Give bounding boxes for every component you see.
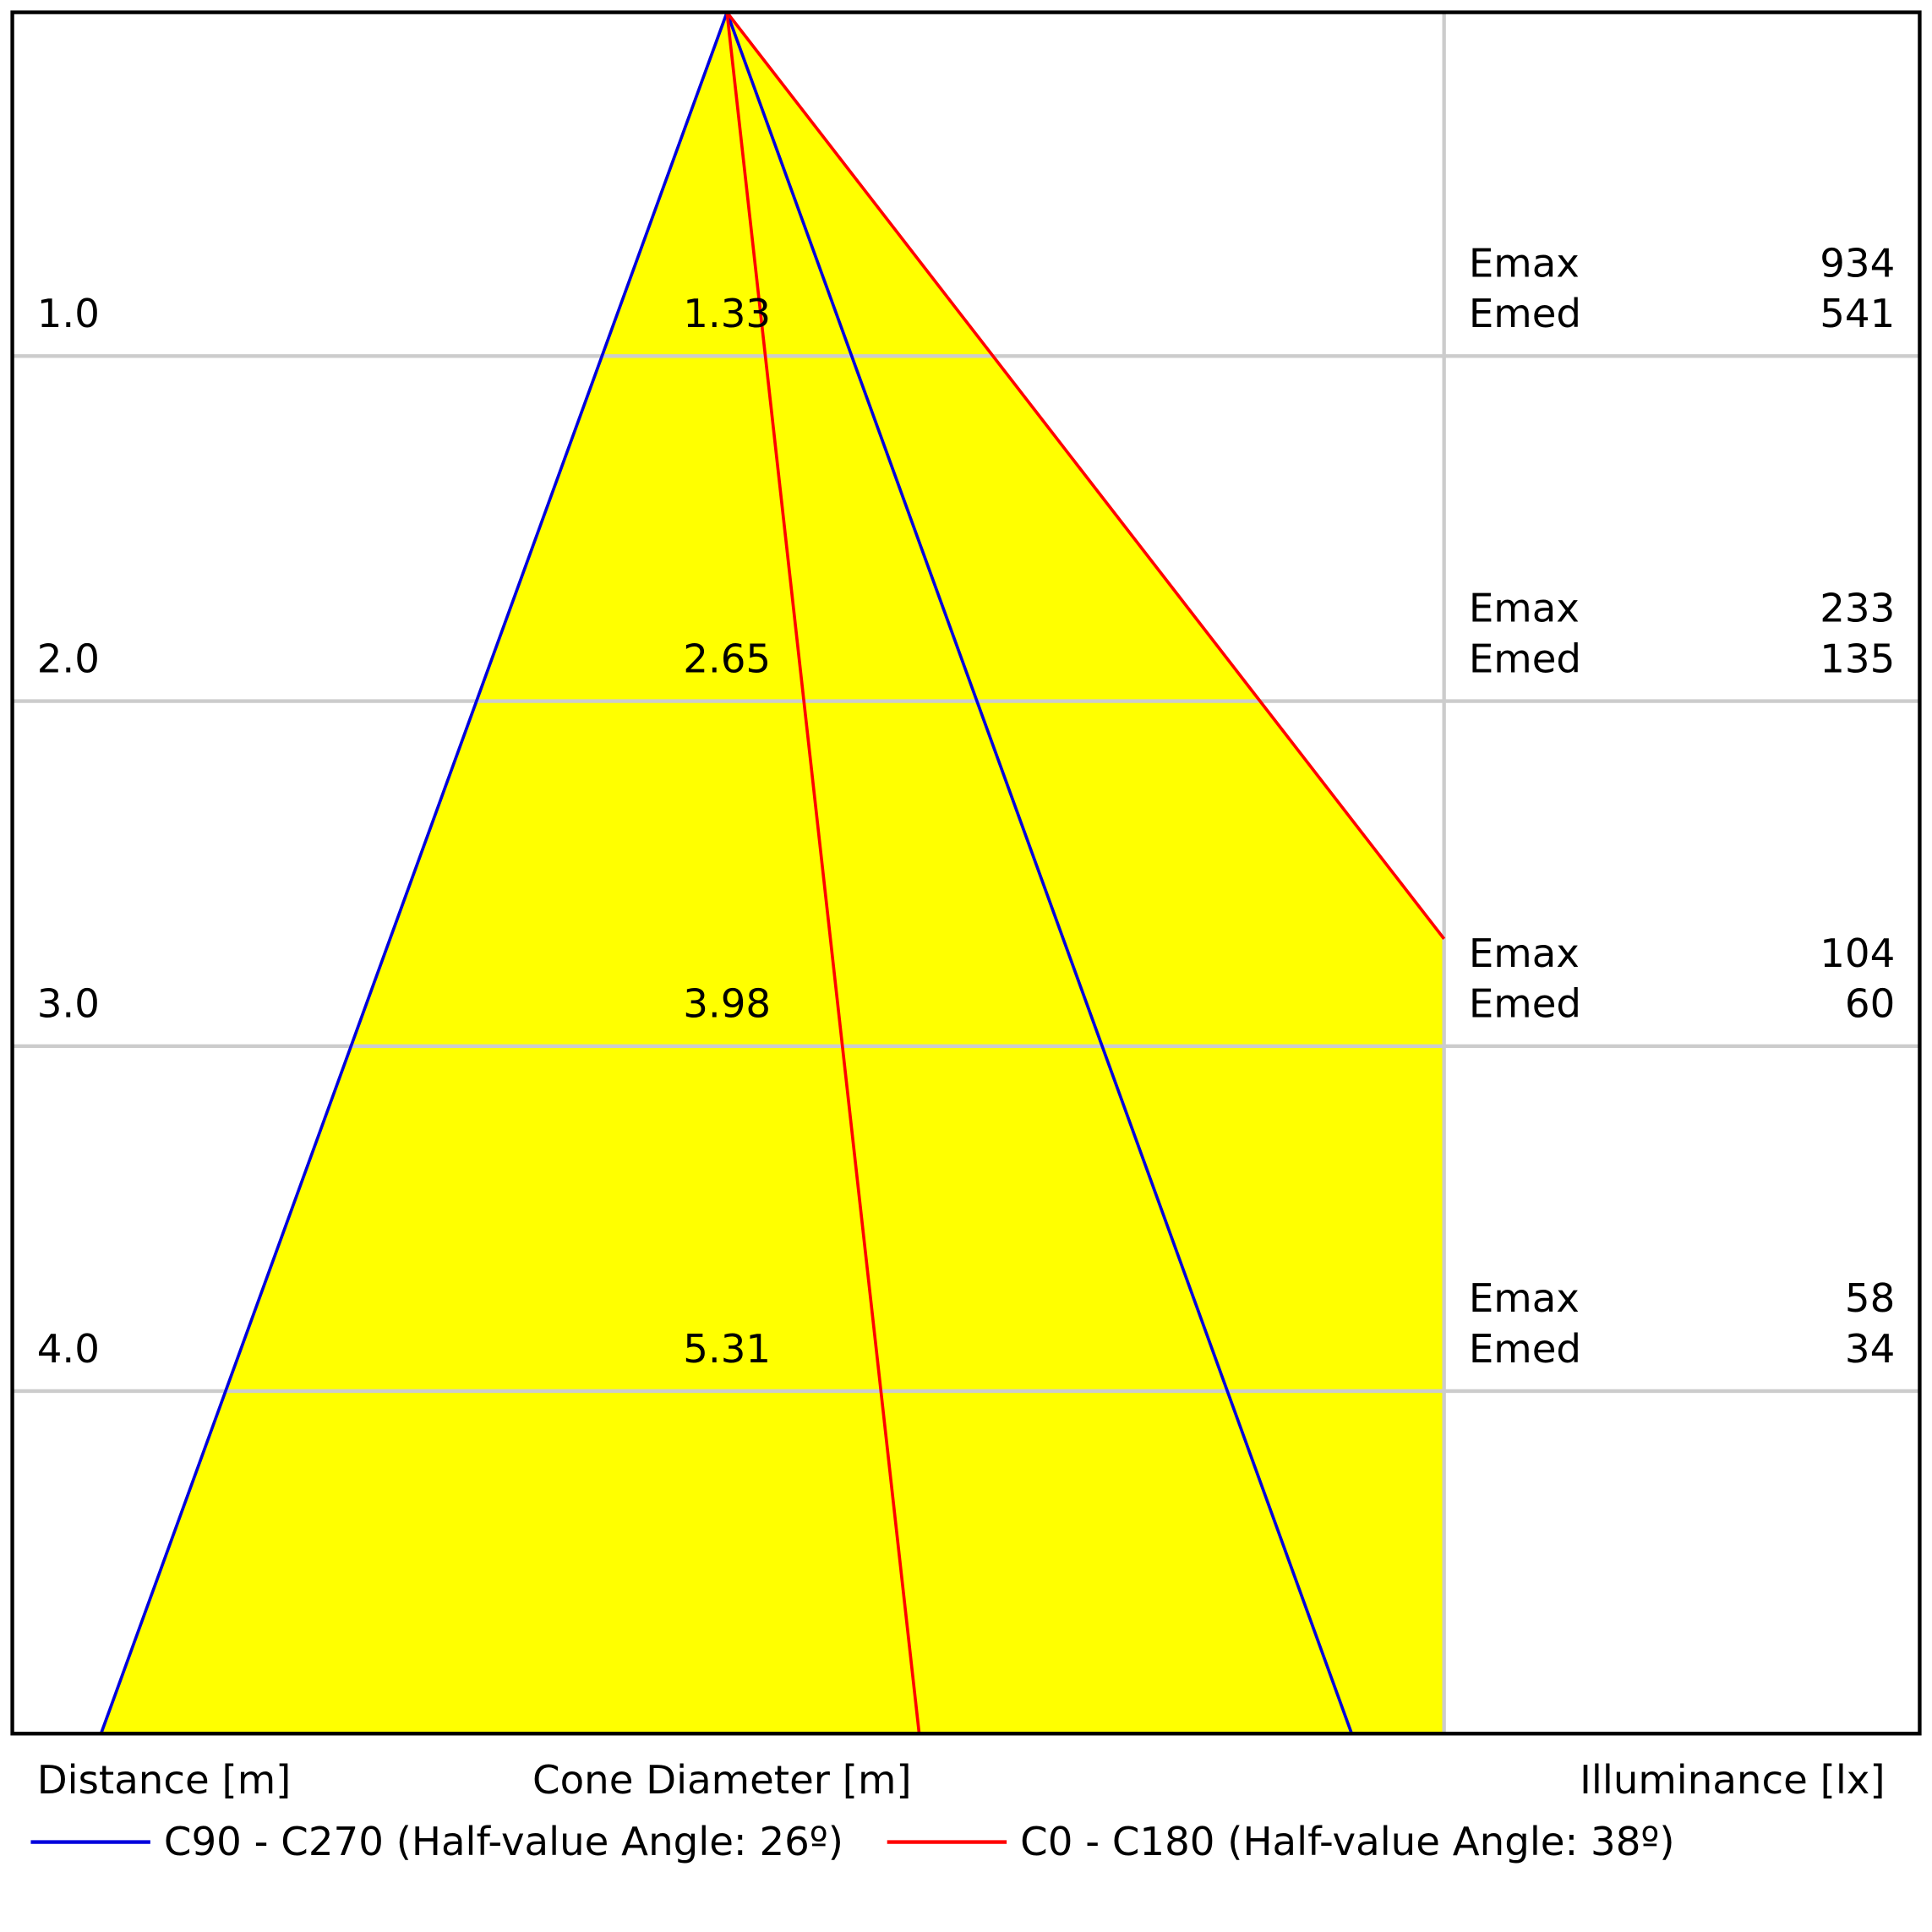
emed-label: Emed <box>1469 982 1581 1028</box>
distance: 1.0 <box>37 292 100 337</box>
emed-label: Emed <box>1469 292 1581 337</box>
emax-value: 934 <box>1820 241 1895 287</box>
illuminance-label: Illuminance [lx] <box>1580 1758 1885 1804</box>
c0-left <box>725 12 921 1734</box>
diameter: 5.31 <box>683 1327 771 1373</box>
diameter: 3.98 <box>683 982 771 1028</box>
emax-value: 58 <box>1845 1276 1895 1322</box>
diameter: 1.33 <box>683 292 771 337</box>
grid <box>12 354 1920 1394</box>
c0-right <box>725 11 1446 941</box>
emax-label: Emax <box>1469 931 1580 977</box>
diameter: 2.65 <box>683 636 771 682</box>
emed-value: 34 <box>1845 1327 1895 1373</box>
distance: 2.0 <box>37 636 100 682</box>
distance: 4.0 <box>37 1327 100 1373</box>
emed-value: 60 <box>1845 982 1895 1028</box>
legend-label: C90 - C270 (Half-value Angle: 26º) <box>164 1820 843 1865</box>
distance-label: Distance [m] <box>37 1758 292 1804</box>
emed-label: Emed <box>1469 1327 1581 1373</box>
legend: C90 - C270 (Half-value Angle: 26º) C0 - C… <box>30 1820 1675 1865</box>
diameter-label: Cone Diameter [m] <box>532 1758 912 1804</box>
frame <box>10 10 1922 1736</box>
emed-value: 541 <box>1820 292 1895 337</box>
c90-right <box>725 11 1354 1734</box>
distance: 3.0 <box>37 982 100 1028</box>
light-cone <box>101 12 1444 1734</box>
c90-left <box>99 11 729 1734</box>
emax-value: 104 <box>1820 931 1895 977</box>
emax-label: Emax <box>1469 587 1580 632</box>
emax-label: Emax <box>1469 1276 1580 1322</box>
legend-label: C0 - C180 (Half-value Angle: 38º) <box>1020 1820 1674 1865</box>
rows: 1.0 1.33 Emax 934 Emed 541 2.0 2.65 Emax 233 Emed 1… <box>37 241 1896 1372</box>
emed-value: 135 <box>1820 636 1895 682</box>
emax-label: Emax <box>1469 241 1580 287</box>
emax-value: 233 <box>1820 587 1895 632</box>
emed-label: Emed <box>1469 636 1581 682</box>
